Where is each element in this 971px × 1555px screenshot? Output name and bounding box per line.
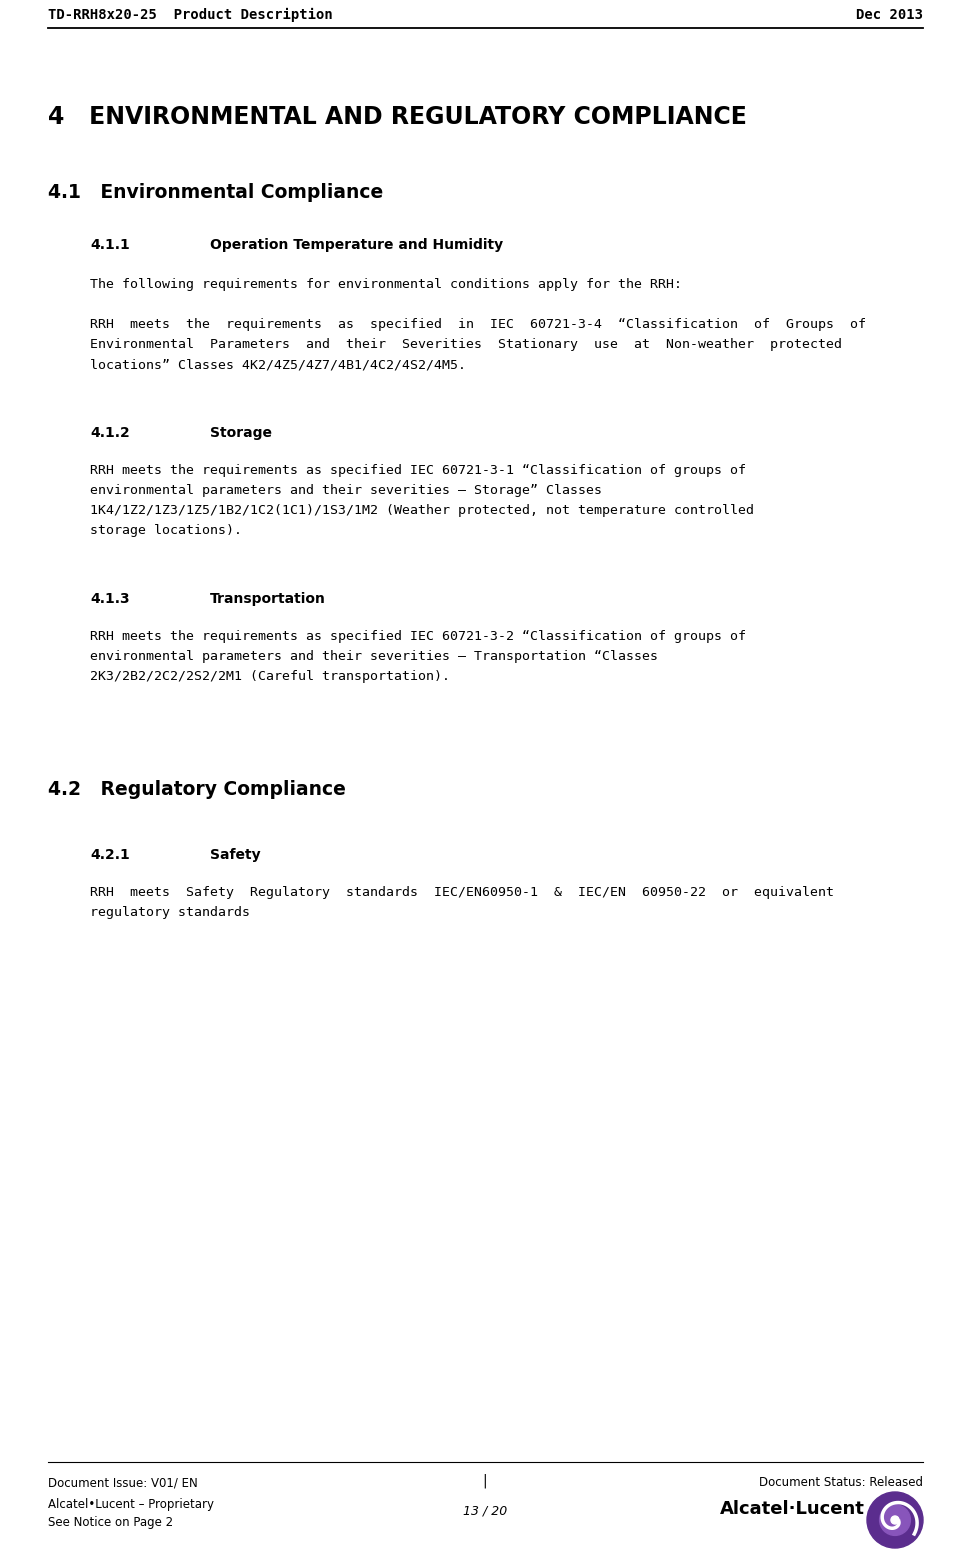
Text: environmental parameters and their severities – Transportation “Classes: environmental parameters and their sever… (90, 650, 658, 662)
Text: RRH meets the requirements as specified IEC 60721-3-2 “Classification of groups : RRH meets the requirements as specified … (90, 630, 746, 644)
Text: RRH meets the requirements as specified IEC 60721-3-1 “Classification of groups : RRH meets the requirements as specified … (90, 463, 746, 477)
Text: RRH  meets  the  requirements  as  specified  in  IEC  60721-3-4  “Classificatio: RRH meets the requirements as specified … (90, 319, 866, 331)
Text: locations” Classes 4K2/4Z5/4Z7/4B1/4C2/4S2/4M5.: locations” Classes 4K2/4Z5/4Z7/4B1/4C2/4… (90, 358, 466, 372)
Text: The following requirements for environmental conditions apply for the RRH:: The following requirements for environme… (90, 278, 682, 291)
Text: 4   ENVIRONMENTAL AND REGULATORY COMPLIANCE: 4 ENVIRONMENTAL AND REGULATORY COMPLIANC… (48, 106, 747, 129)
Text: Storage: Storage (210, 426, 272, 440)
Text: Dec 2013: Dec 2013 (856, 8, 923, 22)
Text: 4.1.1: 4.1.1 (90, 238, 130, 252)
Text: Operation Temperature and Humidity: Operation Temperature and Humidity (210, 238, 503, 252)
Text: RRH  meets  Safety  Regulatory  standards  IEC/EN60950-1  &  IEC/EN  60950-22  o: RRH meets Safety Regulatory standards IE… (90, 886, 834, 899)
Text: Transportation: Transportation (210, 592, 326, 606)
Text: 4.1.3: 4.1.3 (90, 592, 129, 606)
Text: Alcatel•Lucent – Proprietary: Alcatel•Lucent – Proprietary (48, 1497, 214, 1511)
Circle shape (891, 1516, 899, 1524)
Text: |: | (483, 1474, 487, 1488)
Text: 13 / 20: 13 / 20 (463, 1505, 507, 1518)
Text: Document Status: Released: Document Status: Released (759, 1476, 923, 1490)
Text: Alcatel·Lucent: Alcatel·Lucent (720, 1501, 865, 1518)
Text: 1K4/1Z2/1Z3/1Z5/1B2/1C2(1C1)/1S3/1M2 (Weather protected, not temperature control: 1K4/1Z2/1Z3/1Z5/1B2/1C2(1C1)/1S3/1M2 (We… (90, 504, 754, 516)
Text: 2K3/2B2/2C2/2S2/2M1 (Careful transportation).: 2K3/2B2/2C2/2S2/2M1 (Careful transportat… (90, 670, 450, 683)
Circle shape (880, 1505, 911, 1535)
Text: Document Issue: V01/ EN: Document Issue: V01/ EN (48, 1476, 198, 1490)
Text: 4.2   Regulatory Compliance: 4.2 Regulatory Compliance (48, 781, 346, 799)
Circle shape (867, 1491, 923, 1547)
Text: 4.1.2: 4.1.2 (90, 426, 130, 440)
Text: Environmental  Parameters  and  their  Severities  Stationary  use  at  Non-weat: Environmental Parameters and their Sever… (90, 337, 842, 351)
Text: regulatory standards: regulatory standards (90, 907, 250, 919)
Text: storage locations).: storage locations). (90, 524, 242, 536)
Text: Safety: Safety (210, 847, 260, 861)
Text: 4.2.1: 4.2.1 (90, 847, 130, 861)
Text: TD-RRH8x20-25  Product Description: TD-RRH8x20-25 Product Description (48, 8, 333, 22)
Text: See Notice on Page 2: See Notice on Page 2 (48, 1516, 173, 1529)
Text: environmental parameters and their severities – Storage” Classes: environmental parameters and their sever… (90, 484, 602, 498)
Text: 4.1   Environmental Compliance: 4.1 Environmental Compliance (48, 183, 384, 202)
